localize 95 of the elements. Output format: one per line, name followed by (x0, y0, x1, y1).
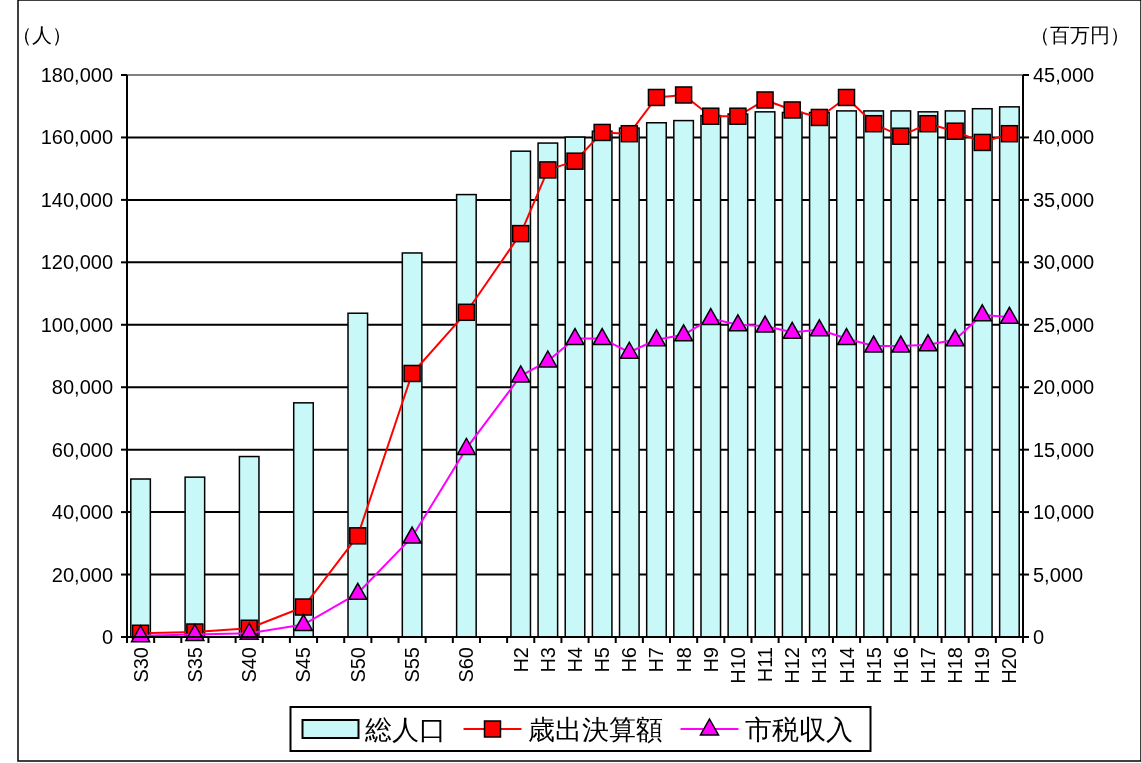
y-tick-label: 60,000 (51, 438, 113, 461)
point (972, 304, 993, 322)
x-tick-label: H9 (699, 647, 722, 673)
point (999, 306, 1020, 325)
point (810, 108, 829, 127)
point (864, 114, 883, 133)
point (674, 86, 693, 104)
point (457, 303, 476, 322)
y2-tick-label: 40,000 (1033, 126, 1095, 149)
x-tick-label: H11 (754, 647, 777, 683)
point (973, 133, 992, 152)
point (863, 335, 884, 353)
x-tick-label: S50 (346, 647, 369, 683)
x-tick-label: H20 (998, 647, 1021, 684)
point (783, 101, 801, 119)
x-tick-label: H13 (808, 647, 831, 684)
x-tick-label: H4 (564, 647, 586, 673)
x-tick-label: H10 (726, 647, 749, 684)
x-tick-label: H7 (645, 647, 668, 673)
point (511, 224, 530, 243)
x-tick-label: S30 (129, 647, 152, 683)
y-tick-label: 120,000 (40, 251, 113, 274)
point (293, 613, 314, 632)
point (755, 315, 775, 333)
y2-tick-label: 25,000 (1033, 313, 1095, 336)
point (402, 526, 422, 544)
point (891, 335, 911, 353)
x-tick-label: S40 (238, 647, 261, 683)
y-tick-label: 100,000 (40, 313, 113, 336)
x-tick-label: H18 (944, 647, 967, 684)
point (566, 152, 584, 170)
x-tick-label: H16 (889, 647, 912, 684)
x-tick-label: H15 (862, 647, 885, 684)
point (673, 324, 694, 342)
y-tick-label: 40,000 (51, 501, 113, 524)
point (619, 341, 640, 359)
y2-tick-label: 10,000 (1033, 501, 1095, 524)
point (1000, 124, 1019, 143)
y-tick-label: 140,000 (40, 188, 113, 211)
point (837, 88, 856, 107)
point (918, 334, 938, 352)
point (592, 327, 612, 346)
y-tick-label: 180,000 (40, 64, 113, 86)
point (809, 319, 830, 337)
point (701, 307, 721, 326)
point (348, 582, 368, 601)
point (456, 437, 477, 456)
x-tick-label: S55 (401, 647, 424, 683)
y-tick-label: 0 (101, 626, 113, 648)
point (756, 91, 774, 109)
y2-tick-label: 30,000 (1033, 251, 1095, 274)
point (945, 329, 965, 347)
point (728, 314, 748, 332)
point (538, 350, 558, 368)
y-axis-title: （人） (12, 24, 72, 46)
x-tick-label: S45 (292, 647, 315, 683)
x-tick-label: H6 (618, 647, 641, 673)
point (702, 107, 720, 125)
y2-tick-label: 5,000 (1033, 563, 1084, 586)
y2-tick-label: 20,000 (1033, 376, 1095, 399)
y-tick-label: 20,000 (51, 563, 113, 586)
point (782, 321, 802, 340)
x-tick-label: H17 (916, 647, 939, 684)
x-tick-label: H8 (672, 647, 695, 673)
point (729, 107, 747, 125)
y2-tick-label: 35,000 (1033, 188, 1095, 211)
x-tick-label: H3 (536, 647, 559, 673)
y-tick-label: 80,000 (51, 376, 113, 399)
y2-tick-label: 15,000 (1033, 438, 1095, 461)
point (539, 161, 557, 179)
point (919, 114, 937, 133)
point (892, 127, 910, 145)
y-tick-label: 160,000 (40, 126, 113, 149)
point (836, 327, 857, 346)
point (946, 122, 964, 140)
y2-tick-label: 45,000 (1033, 64, 1095, 86)
point (647, 88, 666, 107)
x-tick-label: H14 (835, 647, 858, 684)
y2-axis-title: （百万円） (1030, 24, 1130, 46)
point (403, 364, 421, 383)
legend-label: 歳出決算額 (527, 715, 663, 745)
point (510, 365, 531, 383)
point (646, 329, 667, 347)
legend-label: 市税収入 (744, 715, 853, 745)
x-tick-label: H5 (591, 647, 614, 673)
x-tick-label: S35 (183, 647, 206, 683)
legend-label: 総人口 (363, 715, 446, 745)
point (593, 123, 611, 142)
x-tick-label: H19 (971, 647, 994, 684)
point (620, 124, 639, 143)
x-tick-label: H12 (781, 647, 804, 684)
x-tick-label: H2 (509, 647, 532, 673)
point (565, 327, 585, 346)
x-tick-label: S60 (455, 647, 478, 683)
y2-tick-label: 0 (1033, 626, 1045, 648)
